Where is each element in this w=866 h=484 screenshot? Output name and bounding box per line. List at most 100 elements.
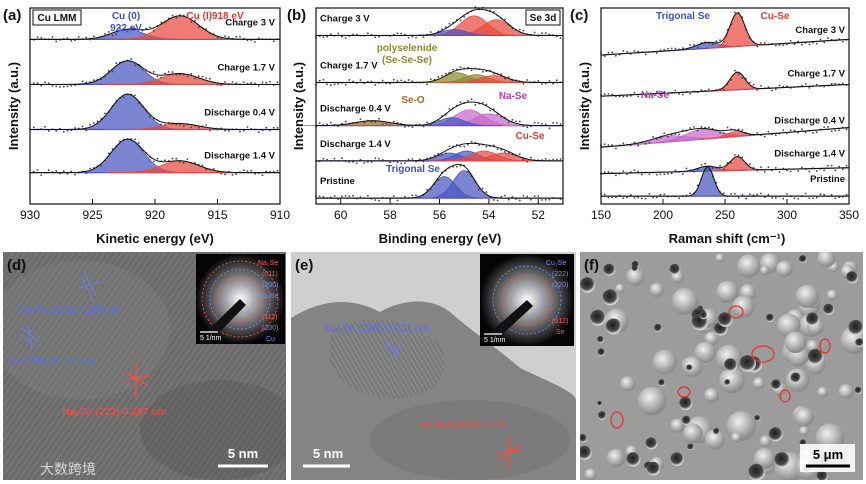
chart-b-raw-point [381, 123, 384, 125]
chart-c-raw-point [678, 197, 681, 200]
chart-c-raw-point [808, 170, 811, 173]
chart-b-raw-point [374, 121, 377, 124]
chart-c-raw-point [633, 141, 636, 144]
chart-b-curve-label-1: Charge 1.7 V [320, 60, 378, 71]
chart-c-raw-point [786, 43, 788, 46]
chart-a-raw-point [265, 81, 268, 84]
annot-cu0: Cu (0) [112, 11, 140, 22]
annot-cu1: Cu (I)918 eV [186, 11, 244, 22]
chart-b-raw-point [348, 195, 351, 198]
chart-c-raw-point [674, 47, 677, 50]
label-cu-200: Cu (200) 0.182 nm [8, 355, 96, 367]
chart-b-raw-point [492, 10, 495, 13]
saed-d-ring-2 [217, 276, 263, 322]
sem-grain [652, 350, 678, 375]
chart-c-raw-point [689, 44, 692, 46]
chart-b-raw-point [359, 118, 362, 121]
chart-c-raw-point [760, 192, 762, 195]
chart-c-raw-point [641, 197, 643, 200]
chart-b-raw-point [529, 198, 532, 201]
chart-c-raw-point [819, 38, 822, 41]
sem-pit [670, 452, 684, 467]
chart-a-raw-point [66, 37, 69, 40]
chart-b-raw-point [548, 33, 551, 36]
chart-c-raw-point [793, 129, 796, 132]
sem-pit [724, 358, 738, 372]
chart-a-raw-point [186, 75, 189, 78]
chart-c-raw-point [830, 193, 833, 196]
chart-c-raw-point [823, 41, 826, 44]
chart-c-raw-point [719, 39, 721, 42]
chart-b-raw-point [333, 83, 336, 86]
chart-c-raw-point [756, 45, 759, 48]
chart-c-raw-point [763, 170, 766, 173]
chart-b-raw-point [329, 84, 332, 87]
chart-c-raw-point [830, 82, 833, 85]
chart-b-curve-label-0: Charge 3 V [320, 13, 370, 24]
chart-a-raw-point [149, 26, 151, 29]
chart-c-raw-point [815, 170, 818, 172]
chart-a-raw-point [224, 129, 226, 132]
chart-a-raw-point [59, 86, 61, 88]
chart-c-raw-point [760, 41, 762, 44]
sem-grain [776, 260, 793, 278]
chart-c-raw-point [652, 196, 654, 199]
chart-a-raw-point [186, 14, 189, 17]
chart-a-raw-point [130, 58, 133, 60]
chart-c-raw-point [722, 88, 725, 91]
chart-b-curve-label-2: Discharge 0.4 V [320, 104, 391, 115]
chart-c-raw-point [607, 51, 610, 54]
chart-b-raw-point [429, 123, 432, 126]
chart-a-raw-point [246, 39, 249, 42]
chart-b-raw-point [370, 161, 373, 163]
chart-a-raw-point [246, 126, 249, 128]
chart-b-raw-point [541, 32, 543, 35]
chart-a-raw-point [32, 170, 35, 173]
chart-c-raw-point [756, 131, 759, 134]
chart-c-raw-point [722, 192, 725, 195]
chart-b-raw-point [526, 195, 529, 198]
chart-b-raw-point [544, 198, 547, 201]
chart-c-raw-point [737, 73, 740, 75]
chart-a-raw-point [92, 79, 95, 82]
chart-c-raw-point [689, 192, 692, 195]
annot-trigonal-c: Trigonal Se [656, 11, 710, 22]
chart-c-raw-point [834, 129, 837, 132]
chart-b-raw-point [404, 80, 406, 83]
chart-c-raw-point [611, 93, 614, 96]
chart-c-raw-point [607, 92, 610, 95]
chart-b-raw-point [537, 80, 540, 82]
label-na2se-222: Na₂Se (222) 0.197 nm [62, 406, 167, 418]
sem-grain [838, 384, 854, 399]
chart-c-raw-point [663, 91, 666, 93]
chart-a-raw-point [47, 130, 50, 132]
chart-c-raw-point [607, 144, 610, 146]
chart-b-raw-point [492, 144, 495, 147]
chart-c-raw-point [782, 85, 785, 88]
chart-b-raw-point [366, 32, 369, 35]
chart-a-raw-point [186, 158, 189, 161]
chart-b-raw-point [518, 153, 521, 156]
chart-c-raw-point [734, 69, 736, 72]
crosshair-e-se [495, 436, 523, 470]
chart-a-raw-point [179, 161, 181, 163]
chart-b-raw-point [467, 171, 469, 173]
chart-a-raw-point [44, 81, 46, 84]
saed-e-220: (220) [552, 282, 568, 289]
chart-b-raw-point [322, 78, 325, 81]
chart-b-raw-point [492, 199, 495, 201]
chart-a-raw-point [66, 129, 69, 132]
chart-a-raw-point [197, 26, 200, 29]
chart-b-raw-point [404, 195, 406, 198]
chart-b-raw-point [481, 101, 484, 104]
chart-b-raw-point [381, 159, 384, 161]
chart-c-raw-point [756, 193, 759, 196]
chart-c-raw-point [841, 40, 844, 43]
chart-c-raw-point [760, 84, 762, 87]
chart-c-raw-point [655, 196, 658, 199]
chart-b-raw-point [322, 36, 325, 38]
chart-b-raw-point [485, 145, 488, 148]
chart-c-raw-point [715, 40, 718, 43]
chart-c-raw-point [626, 173, 628, 176]
chart-c-raw-point [737, 154, 740, 157]
